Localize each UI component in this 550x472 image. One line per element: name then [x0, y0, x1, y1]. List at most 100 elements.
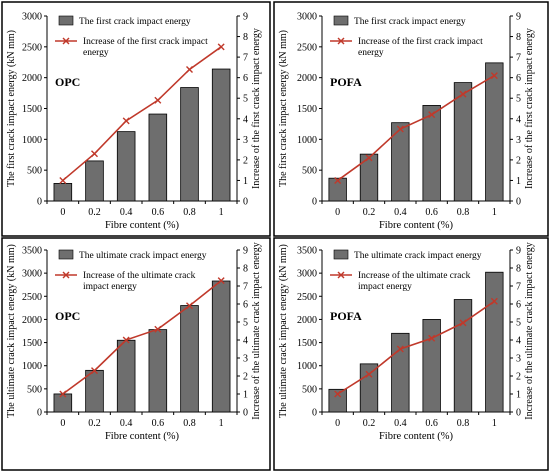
chart-panel-2: 0 500 1000 1500 2000 2500 3000 0 1 2 3 4 5 6 7 8 9 0 0.2 0.…: [273, 1, 549, 237]
bar: [53, 183, 73, 202]
right-tick-label: 5: [516, 318, 521, 329]
x-axis-title: Fibre content (%): [105, 220, 180, 231]
x-tick-label: 1: [492, 418, 497, 429]
bar: [359, 363, 379, 413]
line-marker: [428, 111, 436, 119]
left-tick-label: 3000: [22, 12, 42, 23]
marker-stroke: [334, 390, 342, 398]
right-tick-label: 5: [516, 94, 521, 105]
marker-stroke: [217, 43, 225, 51]
line-series: [337, 300, 495, 395]
right-tick-label: 8: [516, 32, 521, 43]
x-tick-label: 0.8: [457, 207, 470, 218]
right-tick-label: 5: [243, 94, 248, 105]
marker-stroke: [365, 154, 373, 162]
left-tick-label: 0: [312, 197, 317, 208]
legend-marker-stroke: [62, 37, 70, 45]
legend-line-label: Increase of the ultimate crack: [358, 270, 471, 281]
bar: [422, 319, 441, 413]
panel-label: OPC: [55, 75, 80, 89]
right-tick-label: 1: [243, 176, 248, 187]
marker-stroke: [122, 117, 130, 125]
legend-marker-stroke: [337, 271, 345, 279]
marker-stroke: [154, 325, 162, 333]
left-tick-label: 2500: [22, 292, 42, 303]
bar: [359, 153, 379, 202]
bar: [180, 87, 199, 202]
panel-frame: [1, 237, 271, 471]
legend-marker-stroke: [62, 271, 70, 279]
x-tick-label: 0.8: [183, 418, 196, 429]
line-marker: [459, 319, 467, 327]
x-tick-label: 0: [60, 207, 65, 218]
legend-bar-label: The first crack impact energy: [79, 16, 191, 27]
legend-line-label: impact energy: [358, 282, 412, 292]
right-tick-label: 2: [243, 372, 248, 383]
y2-axis-title: Increase of the ultimate crack impact en…: [251, 242, 262, 420]
left-tick-label: 0: [37, 408, 42, 419]
chart-panel-3: 0 500 1000 1500 2000 2500 3000 3500 0 1 2 3 4 5 6 7 8 9 0 0…: [1, 237, 271, 471]
left-tick-label: 3000: [297, 269, 317, 280]
bar: [148, 113, 168, 202]
right-tick-label: 6: [516, 300, 521, 311]
right-tick-label: 4: [243, 336, 248, 347]
legend-line-label: impact energy: [83, 282, 137, 292]
panel-label: POFA: [330, 75, 362, 89]
line-marker: [334, 176, 342, 184]
left-tick-label: 1000: [297, 135, 317, 146]
left-tick-label: 0: [37, 197, 42, 208]
right-tick-label: 3: [516, 354, 521, 365]
right-tick-label: 2: [516, 155, 521, 166]
x-tick-label: 0.8: [457, 418, 470, 429]
legend-line-label: energy: [358, 48, 384, 58]
bar: [211, 280, 231, 413]
x-tick-label: 0.6: [425, 207, 438, 218]
x-tick-label: 0.6: [152, 207, 165, 218]
bar: [422, 105, 441, 202]
y-axis-title: The ultimate crack impact energy (kN mm): [6, 244, 17, 418]
marker-stroke: [396, 125, 404, 133]
x-tick-label: 0: [335, 418, 340, 429]
marker-stroke: [91, 367, 98, 375]
bar: [485, 271, 504, 413]
left-tick-label: 500: [302, 166, 317, 177]
panel-label: POFA: [330, 309, 362, 323]
legend-bar-label: The first crack impact energy: [354, 16, 466, 27]
right-tick-label: 7: [243, 282, 248, 293]
right-tick-label: 0: [516, 408, 521, 419]
marker-stroke: [186, 302, 193, 310]
bar: [85, 369, 104, 413]
right-tick-label: 7: [516, 282, 521, 293]
bar: [485, 62, 504, 202]
bar: [148, 329, 168, 413]
x-tick-label: 1: [219, 418, 224, 429]
bar: [116, 339, 136, 413]
left-tick-label: 1000: [22, 135, 42, 146]
left-tick-label: 3500: [22, 246, 42, 257]
left-tick-label: 3000: [297, 12, 317, 23]
line-marker: [154, 325, 162, 333]
legend-line-label: Increase of the first crack impact: [83, 36, 208, 47]
panel-frame: [273, 1, 549, 237]
left-tick-label: 2000: [297, 315, 317, 326]
marker-stroke: [428, 334, 436, 342]
right-tick-label: 2: [243, 155, 248, 166]
marker-stroke: [91, 150, 98, 158]
y-axis-title: The ultimate crack impact energy (kN mm): [278, 244, 289, 418]
x-tick-label: 0.2: [363, 207, 376, 218]
right-tick-label: 3: [243, 135, 248, 146]
left-tick-label: 2000: [297, 73, 317, 84]
panel-frame: [1, 1, 271, 237]
line-marker: [334, 390, 342, 398]
right-tick-label: 1: [516, 390, 521, 401]
bar: [211, 68, 231, 202]
x-tick-label: 0.2: [88, 418, 101, 429]
bar: [328, 388, 347, 413]
x-axis-title: Fibre content (%): [379, 220, 454, 231]
legend-bar-label: The ultimate crack impact energy: [354, 251, 482, 261]
right-tick-label: 8: [516, 264, 521, 275]
line-series: [337, 74, 495, 182]
x-tick-label: 0.8: [183, 207, 196, 218]
marker-stroke: [154, 96, 162, 104]
marker-stroke: [59, 176, 67, 184]
